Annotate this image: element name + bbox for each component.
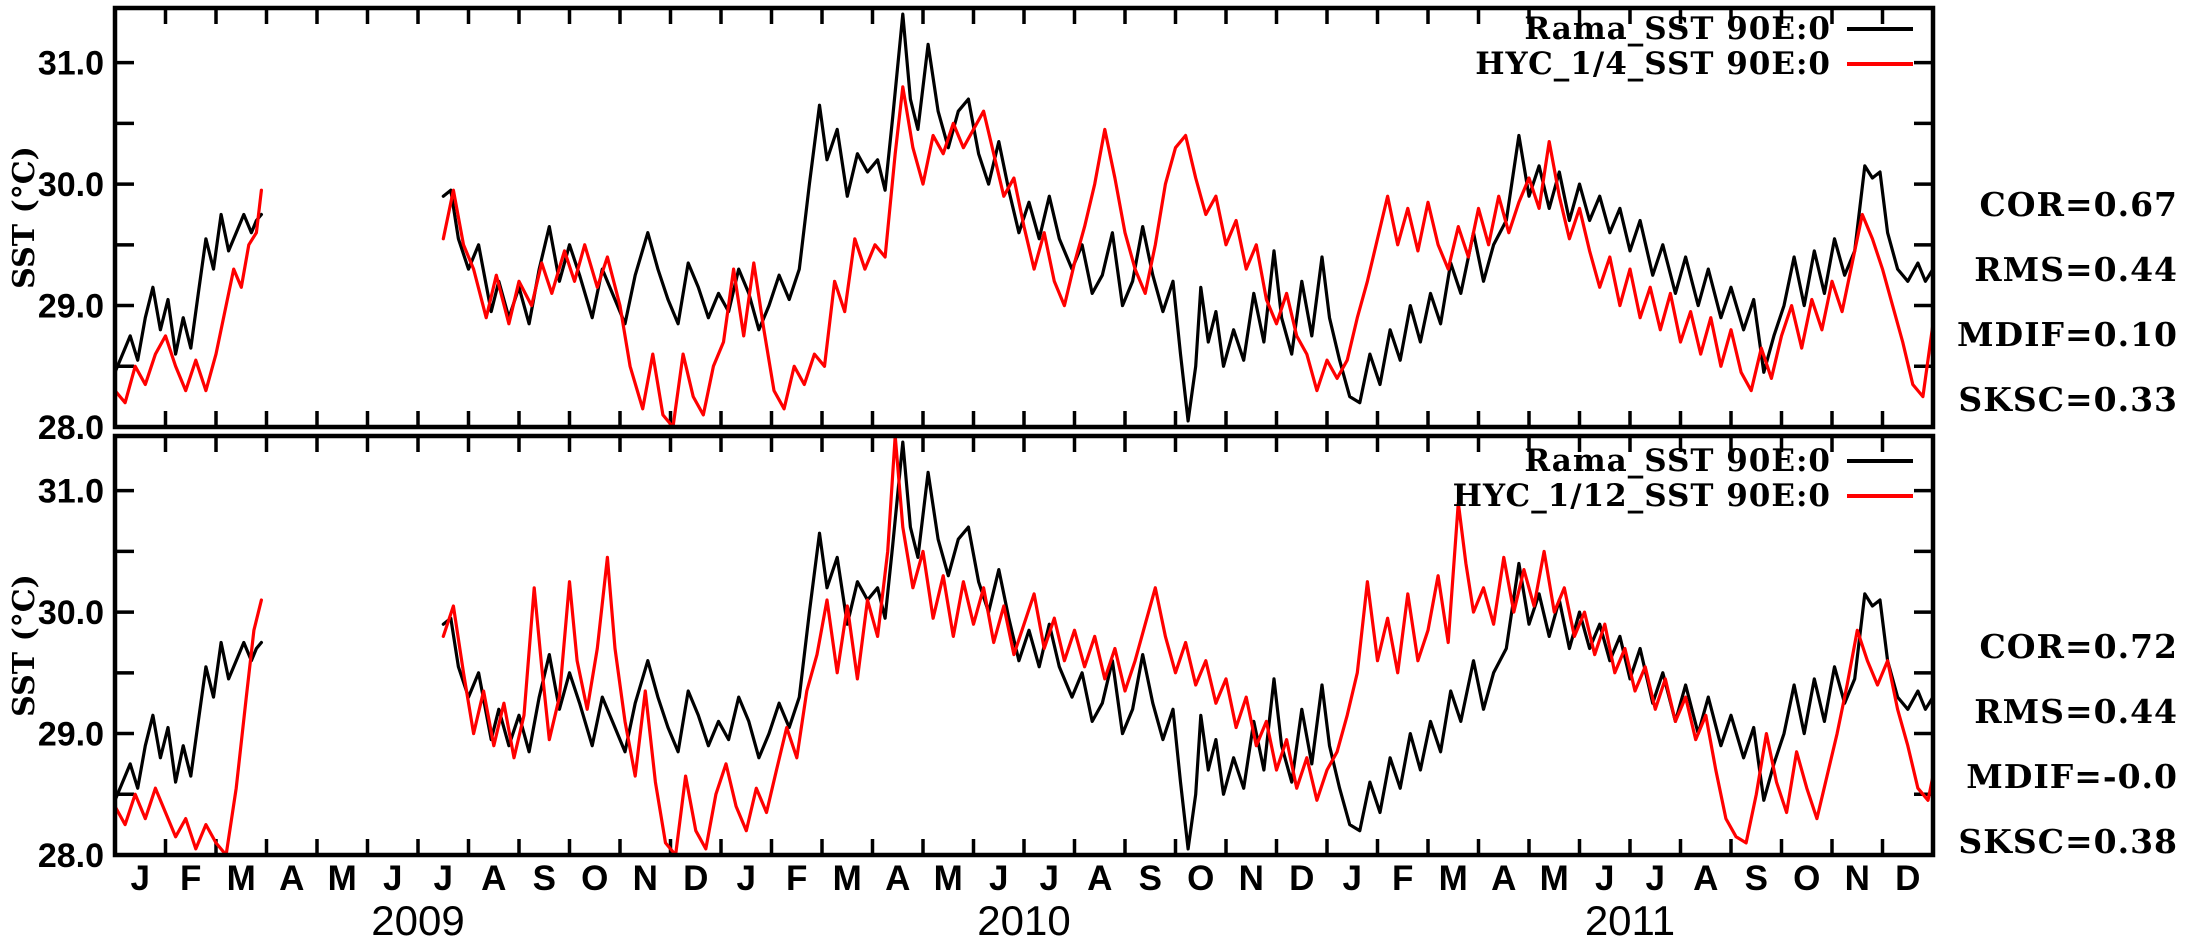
stats-bottom-panel: COR=0.72 RMS=0.44 MDIF=-0.0 SKSC=0.38 xyxy=(1938,614,2178,874)
year-label: 2010 xyxy=(977,897,1070,944)
y-tick-label: 30.0 xyxy=(38,166,104,204)
month-label: A xyxy=(1491,859,1516,898)
series-line-rama-top xyxy=(441,12,1935,423)
legend-bottom-panel: Rama_SST 90E:0 HYC_1/12_SST 90E:0 xyxy=(1452,442,1913,514)
month-label: J xyxy=(434,859,453,898)
legend-label-hyc112: HYC_1/12_SST 90E:0 xyxy=(1452,477,1831,514)
month-label: M xyxy=(328,859,357,898)
series-line-hyc_1_4-top xyxy=(113,188,263,405)
year-label: 2009 xyxy=(371,897,464,944)
month-label: D xyxy=(683,859,708,898)
month-label: J xyxy=(1040,859,1059,898)
y-tick-label: 31.0 xyxy=(38,45,104,83)
month-label: S xyxy=(1745,859,1768,898)
month-label: A xyxy=(1087,859,1112,898)
series-line-hyc_1_4-top xyxy=(441,85,1935,429)
month-label: D xyxy=(1895,859,1920,898)
y-tick-label: 30.0 xyxy=(38,594,104,632)
month-label: D xyxy=(1289,859,1314,898)
legend-line-sample-red xyxy=(1847,493,1913,498)
legend-item-rama: Rama_SST 90E:0 xyxy=(1475,10,1913,47)
stat-mdif: MDIF=-0.0 xyxy=(1966,757,2178,796)
y-tick-label: 31.0 xyxy=(38,473,104,511)
month-label: J xyxy=(737,859,756,898)
month-label: N xyxy=(1239,859,1264,898)
month-label: A xyxy=(481,859,506,898)
legend-label-rama: Rama_SST 90E:0 xyxy=(1524,442,1831,479)
legend-label-hyc14: HYC_1/4_SST 90E:0 xyxy=(1475,45,1831,82)
month-label: F xyxy=(786,859,807,898)
y-tick-label: 29.0 xyxy=(38,716,104,754)
legend-label-rama: Rama_SST 90E:0 xyxy=(1524,10,1831,47)
legend-item-hyc14: HYC_1/4_SST 90E:0 xyxy=(1475,45,1913,82)
y-tick-label: 28.0 xyxy=(38,837,104,875)
month-label: F xyxy=(180,859,201,898)
legend-top-panel: Rama_SST 90E:0 HYC_1/4_SST 90E:0 xyxy=(1475,10,1913,82)
month-label: N xyxy=(633,859,658,898)
month-label: J xyxy=(1595,859,1614,898)
panel-frame-top xyxy=(112,5,1936,430)
month-label: A xyxy=(885,859,910,898)
month-label: J xyxy=(1343,859,1362,898)
legend-line-sample-black xyxy=(1847,26,1913,31)
month-label: J xyxy=(989,859,1008,898)
stat-sksc: SKSC=0.38 xyxy=(1958,822,2178,861)
stat-sksc: SKSC=0.33 xyxy=(1958,380,2178,419)
y-tick-label: 28.0 xyxy=(38,409,104,447)
month-label: S xyxy=(1139,859,1162,898)
month-label: M xyxy=(1540,859,1569,898)
y-tick-label: 29.0 xyxy=(38,288,104,326)
month-label: O xyxy=(1793,859,1820,898)
legend-item-hyc112: HYC_1/12_SST 90E:0 xyxy=(1452,477,1913,514)
y-axis-title: SST (°C) xyxy=(7,574,42,717)
stat-cor: COR=0.67 xyxy=(1979,185,2178,224)
month-label: N xyxy=(1845,859,1870,898)
month-label: J xyxy=(1646,859,1665,898)
month-label: M xyxy=(1439,859,1468,898)
month-label: F xyxy=(1392,859,1413,898)
month-label: J xyxy=(131,859,150,898)
month-label: S xyxy=(533,859,556,898)
month-label: O xyxy=(1187,859,1214,898)
panel-frame-bottom xyxy=(112,433,1936,858)
month-label: M xyxy=(833,859,862,898)
legend-line-sample-red xyxy=(1847,61,1913,66)
y-axis-title: SST (°C) xyxy=(7,146,42,289)
stats-top-panel: COR=0.67 RMS=0.44 MDIF=0.10 SKSC=0.33 xyxy=(1938,172,2178,432)
series-line-rama-top xyxy=(113,212,263,374)
series-line-hyc_1_12-bottom xyxy=(113,598,263,857)
stat-rms: RMS=0.44 xyxy=(1974,692,2178,731)
stat-mdif: MDIF=0.10 xyxy=(1956,315,2178,354)
legend-line-sample-black xyxy=(1847,458,1913,463)
month-label: J xyxy=(383,859,402,898)
series-line-hyc_1_12-bottom xyxy=(441,434,1935,857)
month-label: M xyxy=(227,859,256,898)
series-line-rama-bottom xyxy=(113,640,263,802)
stat-cor: COR=0.72 xyxy=(1979,627,2178,666)
month-label: O xyxy=(581,859,608,898)
year-label: 2011 xyxy=(1585,897,1675,944)
month-label: A xyxy=(279,859,304,898)
stat-rms: RMS=0.44 xyxy=(1974,250,2178,289)
month-label: A xyxy=(1693,859,1718,898)
month-label: M xyxy=(934,859,963,898)
legend-item-rama: Rama_SST 90E:0 xyxy=(1453,442,1913,479)
series-line-rama-bottom xyxy=(441,440,1935,851)
